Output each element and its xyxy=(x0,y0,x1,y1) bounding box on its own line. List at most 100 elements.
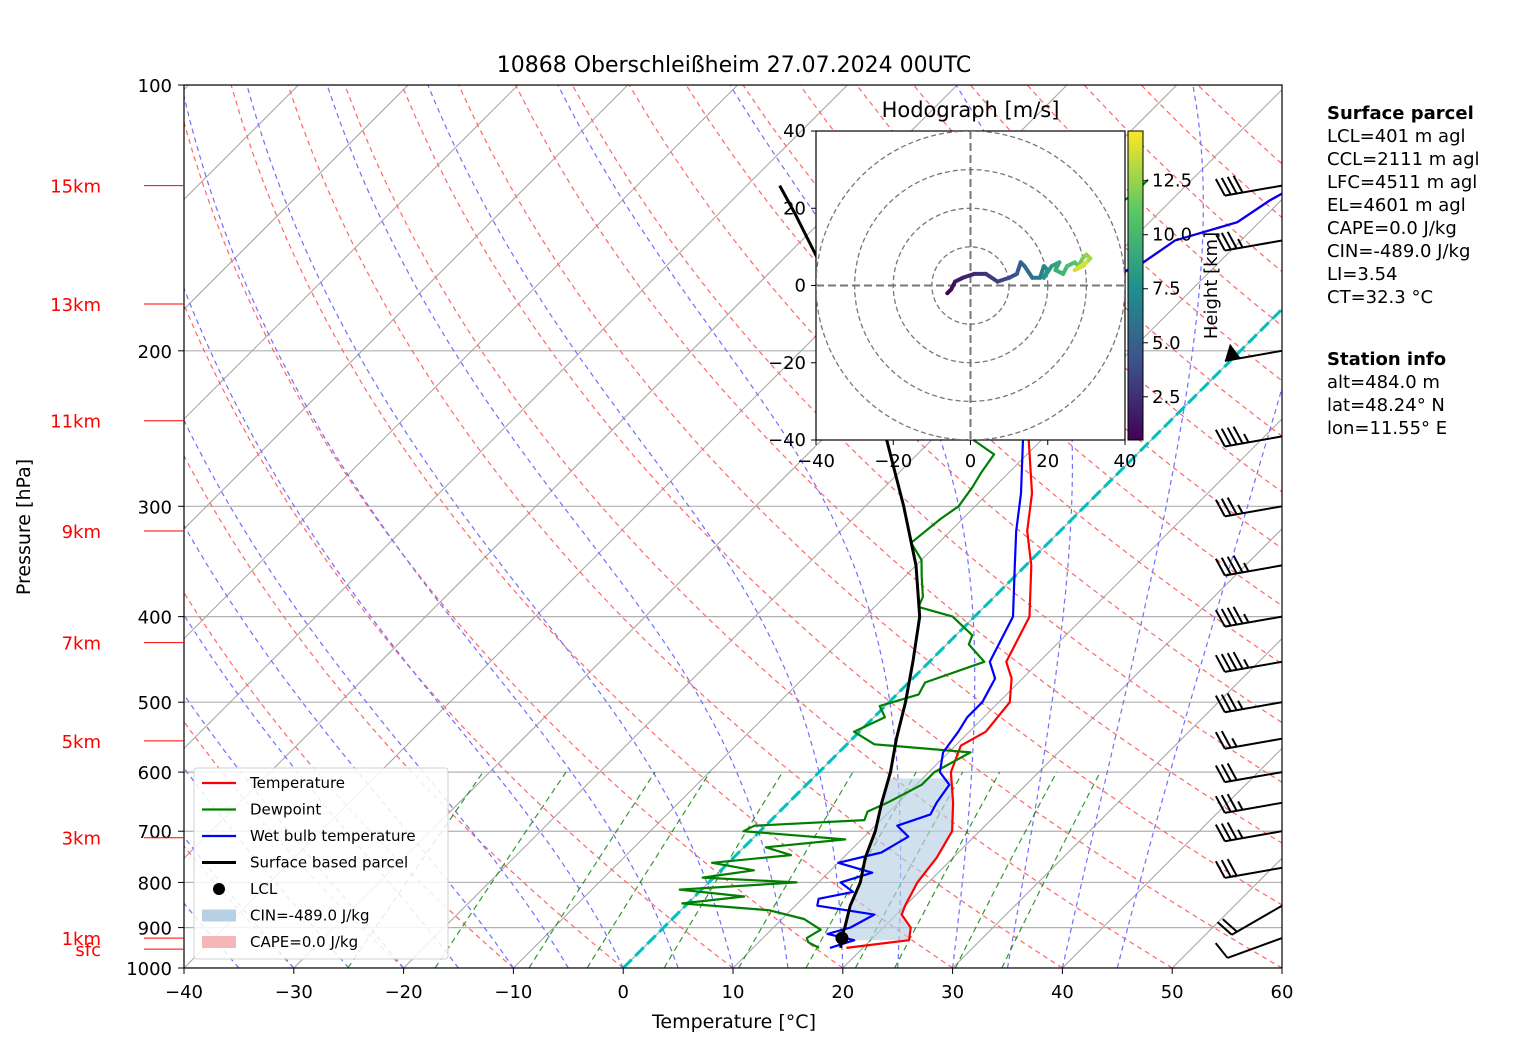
hodograph-colorbar xyxy=(1127,130,1144,441)
height-label: sfc xyxy=(75,940,101,961)
wind-barb-full xyxy=(1214,731,1226,750)
wind-barb-full xyxy=(1216,921,1233,936)
y-tick-label: 600 xyxy=(138,763,172,784)
wind-barb-staff xyxy=(1224,866,1283,879)
surface-parcel-line: CCL=2111 m agl xyxy=(1327,149,1480,170)
wind-barb-full xyxy=(1214,765,1226,783)
hodograph-x-tick-label: 0 xyxy=(965,451,976,472)
wind-barb-full xyxy=(1226,858,1238,877)
wind-barb-half xyxy=(1237,829,1244,839)
hodograph-y-tick-label: −40 xyxy=(768,430,806,451)
y-tick-label: 1000 xyxy=(126,959,172,980)
wind-barb-staff xyxy=(1224,771,1283,784)
surface-parcel-line: CT=32.3 °C xyxy=(1327,287,1434,308)
hodograph-segment xyxy=(1022,264,1035,280)
wind-barb-staff xyxy=(1224,505,1283,518)
mixing-ratio-line xyxy=(738,771,854,968)
wind-barb-full xyxy=(1220,557,1232,575)
surface-parcel-header: Surface parcel xyxy=(1327,103,1474,124)
zero-isotherm-line xyxy=(622,307,1282,968)
station-info-line: lon=11.55° E xyxy=(1327,418,1448,439)
hodograph-title: Hodograph [m/s] xyxy=(882,98,1060,122)
wind-barb xyxy=(1214,793,1283,814)
mixing-ratio-line xyxy=(586,771,711,968)
x-tick-label: 20 xyxy=(831,982,854,1003)
surface-parcel-line: EL=4601 m agl xyxy=(1327,195,1466,216)
x-tick-label: −40 xyxy=(165,982,203,1003)
wind-barb-staff xyxy=(1224,564,1283,577)
dry-adiabat-line xyxy=(458,85,1282,906)
moist-adiabat-line xyxy=(1061,85,1204,968)
hodograph-x-tick-label: −40 xyxy=(797,451,835,472)
isotherm-line xyxy=(184,85,519,420)
wind-barb-half xyxy=(1237,700,1244,710)
wind-barb xyxy=(1224,343,1283,362)
height-label: 1km xyxy=(62,929,101,950)
wind-barb xyxy=(1214,822,1283,843)
dry-adiabat-line xyxy=(514,85,1282,844)
surface-parcel-line: LI=3.54 xyxy=(1327,264,1398,285)
hodograph-segment xyxy=(983,271,1000,284)
cin-area xyxy=(840,778,954,941)
wind-barb-full xyxy=(1214,860,1226,879)
wind-barb-half xyxy=(1243,433,1250,443)
x-tick-label: −30 xyxy=(275,982,313,1003)
wind-barb-staff xyxy=(1224,184,1283,197)
wind-barb-full xyxy=(1214,233,1226,252)
wind-barb-full xyxy=(1232,606,1244,625)
height-label: 15km xyxy=(50,177,101,198)
wind-barb-full xyxy=(1220,177,1232,196)
wind-barb-full xyxy=(1220,794,1232,813)
wind-barb-full xyxy=(1214,499,1226,517)
y-tick-label: 900 xyxy=(138,919,172,940)
height-label: 5km xyxy=(62,732,101,753)
wind-barb-full xyxy=(1214,824,1226,842)
surface-parcel-line: LFC=4511 m agl xyxy=(1327,172,1478,193)
wind-barb-full xyxy=(1220,694,1232,712)
wind-barb xyxy=(1214,175,1283,197)
height-label: 3km xyxy=(62,829,101,850)
surface-parcel-line: LCL=401 m agl xyxy=(1327,126,1466,147)
wind-barb-full xyxy=(1232,426,1244,444)
wind-barb-staff xyxy=(1227,937,1283,959)
wind-barb-full xyxy=(1226,693,1238,711)
mixing-ratio-line xyxy=(1001,771,1101,968)
station-info-header: Station info xyxy=(1327,349,1447,370)
wind-barb-full xyxy=(1220,730,1232,749)
legend-dewpoint-label: Dewpoint xyxy=(250,801,321,819)
wind-barb-staff xyxy=(1224,801,1283,814)
moist-adiabat-line xyxy=(557,85,902,968)
x-tick-label: 50 xyxy=(1161,982,1184,1003)
isotherm-line xyxy=(952,637,1282,968)
wind-barb-full xyxy=(1220,232,1232,251)
surface-parcel-panel: Surface parcel LCL=401 m agl CCL=2111 m … xyxy=(1327,102,1480,309)
hodograph-x-tick-label: 40 xyxy=(1114,451,1137,472)
wind-barb-half xyxy=(1243,613,1250,623)
wind-barb-staff xyxy=(1224,737,1283,750)
hodograph-x-tick-label: 20 xyxy=(1036,451,1059,472)
y-tick-label: 500 xyxy=(138,693,172,714)
lcl-marker xyxy=(835,931,849,945)
wind-barb-full xyxy=(1214,695,1226,713)
y-tick-label: 300 xyxy=(138,497,172,518)
station-info-panel: Station info alt=484.0 m lat=48.24° N lo… xyxy=(1327,348,1447,440)
x-tick-label: −10 xyxy=(494,982,532,1003)
wind-barb-staff xyxy=(1224,660,1283,673)
dry-adiabat-line xyxy=(184,302,734,968)
isotherm-line xyxy=(513,198,1282,968)
wind-barb-full xyxy=(1214,429,1226,447)
height-label: 11km xyxy=(50,412,101,433)
wind-barb-full xyxy=(1226,793,1238,812)
mixing-ratio-line xyxy=(805,771,917,968)
wind-barb-staff xyxy=(1224,701,1283,714)
hodograph-frame xyxy=(815,130,1126,441)
wind-barb xyxy=(1214,762,1283,784)
surface-parcel-line: CIN=-489.0 J/kg xyxy=(1327,241,1471,262)
x-tick-label: 60 xyxy=(1271,982,1294,1003)
moist-adiabat-line xyxy=(184,418,569,968)
hodograph-y-tick-label: 40 xyxy=(783,121,806,142)
wind-barb-full xyxy=(1214,795,1226,814)
dry-adiabat-line xyxy=(184,720,405,968)
dry-adiabat-line xyxy=(856,85,1282,493)
